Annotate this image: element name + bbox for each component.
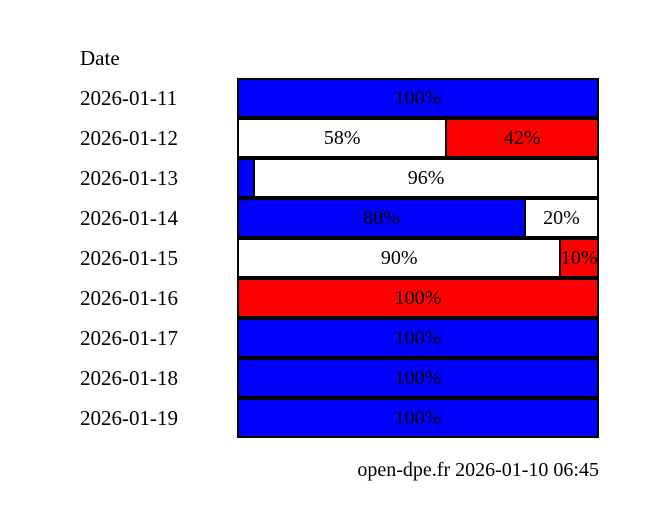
date-column-header: Date <box>80 46 120 70</box>
bar: 100% <box>237 358 599 398</box>
bar: 100% <box>237 398 599 438</box>
bar-chart: 2026-01-11 100% 2026-01-12 58% 42% 2026-0… <box>80 78 599 438</box>
bar-segment-blue <box>239 160 254 196</box>
date-label: 2026-01-17 <box>80 325 178 350</box>
bar: 100% <box>237 278 599 318</box>
chart-row: 2026-01-18 100% <box>80 358 599 398</box>
bar-segment-white: 96% <box>253 160 597 196</box>
date-label: 2026-01-12 <box>80 125 178 150</box>
date-label: 2026-01-18 <box>80 365 178 390</box>
bar: 58% 42% <box>237 118 599 158</box>
bar: 80% 20% <box>237 198 599 238</box>
bar: 90% 10% <box>237 238 599 278</box>
bar-segment-blue: 100% <box>239 320 597 356</box>
bar-segment-white: 90% <box>239 240 560 276</box>
bar-segment-red: 10% <box>559 240 598 276</box>
chart-row: 2026-01-19 100% <box>80 398 599 438</box>
date-label: 2026-01-15 <box>80 245 178 270</box>
date-label: 2026-01-14 <box>80 205 178 230</box>
chart-row: 2026-01-17 100% <box>80 318 599 358</box>
chart-row: 2026-01-15 90% 10% <box>80 238 599 278</box>
footer-attribution: open-dpe.fr 2026-01-10 06:45 <box>357 459 599 481</box>
bar-segment-red: 42% <box>445 120 597 156</box>
bar-segment-red: 100% <box>239 280 597 316</box>
bar-segment-white: 58% <box>239 120 446 156</box>
bar-segment-blue: 80% <box>239 200 524 236</box>
date-label: 2026-01-11 <box>80 85 178 110</box>
segment-percent-label: 42% <box>503 126 541 149</box>
bar: 100% <box>237 318 599 358</box>
chart-row: 2026-01-16 100% <box>80 278 599 318</box>
segment-percent-label: 80% <box>363 206 400 229</box>
segment-percent-label: 100% <box>394 286 442 309</box>
chart-row: 2026-01-12 58% 42% <box>80 118 599 158</box>
date-label: 2026-01-19 <box>80 405 178 430</box>
bar-segment-white: 20% <box>523 200 597 236</box>
segment-percent-label: 100% <box>394 86 442 109</box>
segment-percent-label: 10% <box>560 246 598 269</box>
segment-percent-label: 100% <box>394 406 442 429</box>
segment-percent-label: 96% <box>407 166 445 189</box>
bar-segment-blue: 100% <box>239 80 597 116</box>
segment-percent-label: 58% <box>323 126 361 149</box>
segment-percent-label: 100% <box>394 326 442 349</box>
date-label: 2026-01-16 <box>80 285 178 310</box>
segment-percent-label: 90% <box>380 246 418 269</box>
chart-row: 2026-01-13 96% <box>80 158 599 198</box>
chart-row: 2026-01-14 80% 20% <box>80 198 599 238</box>
segment-percent-label: 100% <box>394 366 442 389</box>
segment-percent-label: 20% <box>543 206 580 229</box>
chart-row: 2026-01-11 100% <box>80 78 599 118</box>
bar: 100% <box>237 78 599 118</box>
bar-segment-blue: 100% <box>239 360 597 396</box>
date-label: 2026-01-13 <box>80 165 178 190</box>
bar-segment-blue: 100% <box>239 400 597 436</box>
bar: 96% <box>237 158 599 198</box>
